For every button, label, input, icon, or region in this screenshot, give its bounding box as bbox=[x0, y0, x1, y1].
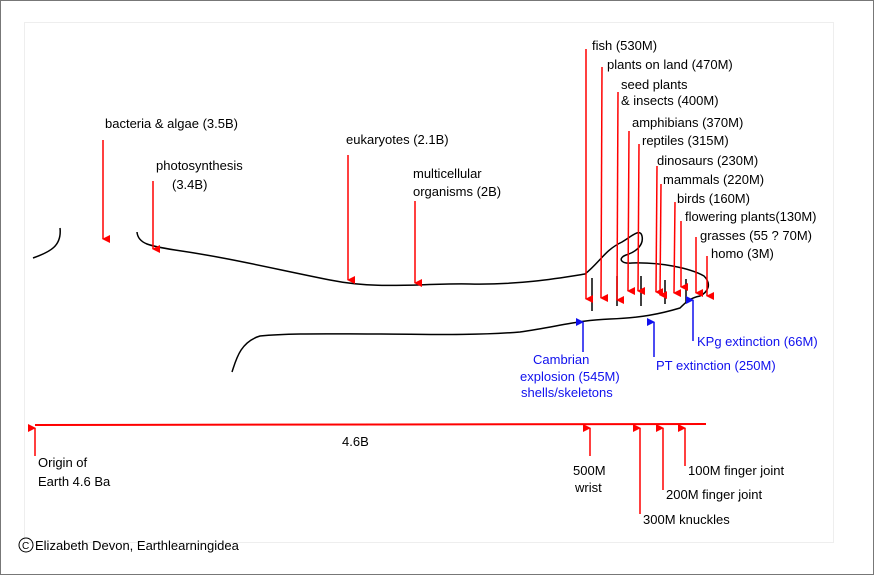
label-origin-2: Earth 4.6 Ba bbox=[38, 474, 111, 489]
label-photosynthesis: photosynthesis bbox=[156, 158, 243, 173]
label-cambrian-2: explosion (545M) bbox=[520, 369, 620, 384]
label-200m: 200M finger joint bbox=[666, 487, 762, 502]
hand-outline bbox=[136, 231, 710, 373]
label-cambrian: Cambrian bbox=[533, 352, 589, 367]
label-photosynthesis-date: (3.4B) bbox=[172, 177, 207, 192]
arrow-dinosaurs bbox=[655, 165, 664, 297]
label-origin: Origin of bbox=[38, 455, 88, 470]
label-300m: 300M knuckles bbox=[643, 512, 730, 527]
copyright-c: C bbox=[22, 541, 29, 552]
label-seed-plants: seed plants bbox=[621, 77, 688, 92]
period-ticks bbox=[591, 276, 687, 311]
hand-outline-left-arc bbox=[32, 227, 61, 259]
label-grasses: grasses (55 ? 70M) bbox=[700, 228, 812, 243]
arrow-seed-plants bbox=[616, 91, 625, 305]
label-mammals: mammals (220M) bbox=[663, 172, 764, 187]
label-reptiles: reptiles (315M) bbox=[642, 133, 729, 148]
label-seed-plants-2: & insects (400M) bbox=[621, 93, 719, 108]
copyright-icon bbox=[18, 537, 34, 553]
label-homo: homo (3M) bbox=[711, 246, 774, 261]
label-multicellular: multicellular bbox=[413, 166, 482, 181]
diagram-border bbox=[24, 22, 834, 543]
copyright-text: Elizabeth Devon, Earthlearningidea bbox=[35, 538, 240, 553]
timeline-span-label: 4.6B bbox=[342, 434, 369, 449]
arrow-reptiles bbox=[637, 143, 646, 296]
label-pt-extinction: PT extinction (250M) bbox=[656, 358, 776, 373]
label-500m: 500M bbox=[573, 463, 606, 478]
label-cambrian-3: shells/skeletons bbox=[521, 385, 613, 400]
label-flowering-plants: flowering plants(130M) bbox=[685, 209, 817, 224]
label-birds: birds (160M) bbox=[677, 191, 750, 206]
label-wrist: wrist bbox=[574, 480, 602, 495]
label-amphibians: amphibians (370M) bbox=[632, 115, 743, 130]
label-multicellular-2: organisms (2B) bbox=[413, 184, 501, 199]
label-kpg-extinction: KPg extinction (66M) bbox=[697, 334, 818, 349]
label-fish: fish (530M) bbox=[592, 38, 657, 53]
arrow-mammals bbox=[659, 183, 668, 300]
label-eukaryotes: eukaryotes (2.1B) bbox=[346, 132, 449, 147]
arrow-plants-on-land bbox=[600, 66, 609, 303]
timeline-line bbox=[34, 423, 707, 426]
label-plants-on-land: plants on land (470M) bbox=[607, 57, 733, 72]
label-dinosaurs: dinosaurs (230M) bbox=[657, 153, 758, 168]
label-100m: 100M finger joint bbox=[688, 463, 784, 478]
label-bacteria: bacteria & algae (3.5B) bbox=[105, 116, 238, 131]
arrow-birds bbox=[673, 201, 682, 298]
arrow-amphibians bbox=[627, 130, 636, 296]
